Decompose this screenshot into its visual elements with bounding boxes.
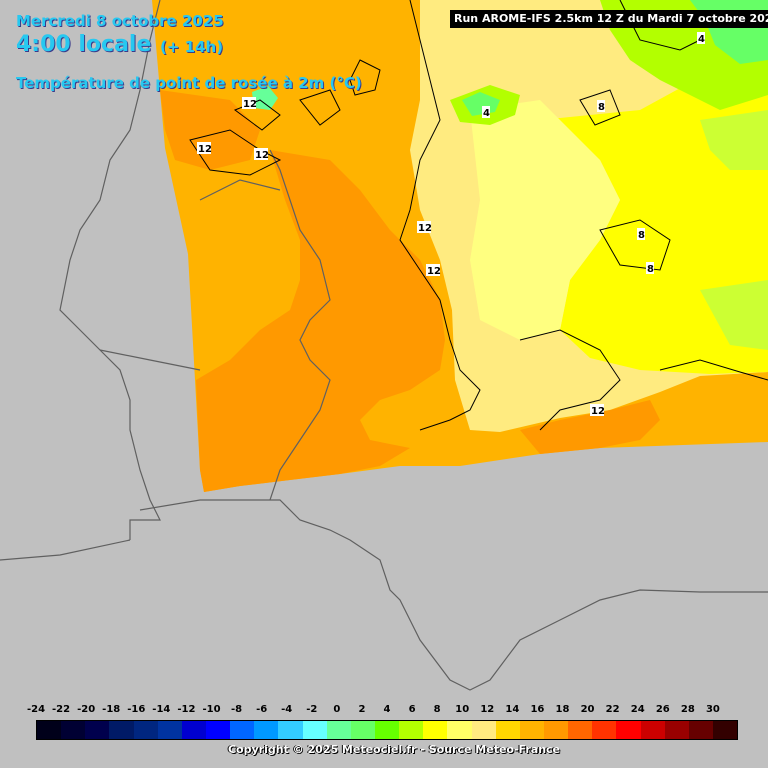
legend-label: 12 [480,704,495,715]
legend-label: 2 [358,704,366,715]
legend-swatch [133,721,158,739]
legend-swatch [254,721,279,739]
legend-label: 22 [605,704,620,715]
legend-label: -14 [152,704,171,715]
legend-swatch [181,721,206,739]
legend-label: -22 [52,704,71,715]
legend-swatch [230,721,255,739]
legend-labels: -24 -22 -20 -18 -16 -14 -12 -10 -8 -6 -4 -2 0 2 4 6 8 10 1… [0,704,768,718]
legend-label: -18 [102,704,121,715]
contour-label: 8 [638,230,645,241]
forecast-local-time: 4:00 locale [16,32,152,57]
legend-swatch [543,721,569,739]
contour-label: 8 [647,264,654,275]
legend-label: 24 [630,704,645,715]
legend-swatch [326,721,351,739]
run-info-banner: Run AROME-IFS 2.5km 12 Z du Mardi 7 octo… [450,10,768,28]
forecast-date: Mercredi 8 octobre 2025 [16,12,224,30]
legend-label: 0 [333,704,341,715]
legend-label: 30 [705,704,720,715]
legend-swatch [85,721,110,739]
legend-swatch [399,721,424,739]
contour-label: 12 [198,144,212,155]
field-green-4 [462,92,500,116]
legend-label: -12 [177,704,196,715]
legend-swatch [519,721,544,739]
legend-label: 10 [455,704,470,715]
legend-swatch [350,721,375,739]
field-green-7 [700,280,768,350]
contour-label: 12 [427,266,441,277]
legend-swatch [495,721,520,739]
legend-swatch [61,721,86,739]
variable-title: Température de point de rosée à 2m (°C) [16,74,362,92]
contour-label: 12 [418,223,432,234]
legend-label: 20 [580,704,595,715]
legend-swatch [109,721,134,739]
legend-swatch [616,721,641,739]
legend-label: 28 [680,704,695,715]
legend-label: -16 [127,704,146,715]
legend-label: 14 [505,704,520,715]
country-borders [0,0,768,691]
contour-label: 4 [483,108,490,119]
legend-label: 6 [408,704,416,715]
legend-label: -6 [256,704,268,715]
legend-swatch [688,721,713,739]
legend-swatch [568,721,593,739]
legend-swatch [157,721,182,739]
contour-label: 4 [698,34,705,45]
contour-label-group: 12 12 12 12 12 12 8 8 8 4 4 [197,32,705,417]
legend-swatch [640,721,665,739]
legend-label: 18 [555,704,570,715]
legend-label: -4 [281,704,293,715]
legend-swatch [423,721,448,739]
contour-label: 8 [598,102,605,113]
color-legend-bar [36,720,738,740]
legend-swatch [471,721,496,739]
copyright-notice: Copyright © 2025 Meteociel.fr - Source M… [227,743,561,756]
legend-label: 4 [383,704,391,715]
legend-label: 26 [655,704,670,715]
field-pale [470,100,620,340]
legend-swatch [278,721,303,739]
legend-label: -20 [77,704,96,715]
forecast-lead-time: (+ 14h) [160,38,224,56]
legend-swatch [374,721,400,739]
legend-label: -8 [231,704,243,715]
legend-label: -24 [26,704,46,715]
legend-swatch [447,721,472,739]
legend-swatch [205,721,231,739]
legend-swatch [712,721,738,739]
field-orange [196,150,445,492]
legend-swatch [592,721,617,739]
legend-label: -2 [306,704,318,715]
legend-label: -10 [202,704,221,715]
legend-label: 16 [530,704,545,715]
contour-label: 12 [243,99,257,110]
legend-swatch [664,721,689,739]
legend-label: 8 [433,704,441,715]
contour-label: 12 [255,150,269,161]
legend-swatch [37,721,62,739]
field-green-6 [700,110,768,170]
contour-label: 12 [591,406,605,417]
field-orange-2 [520,400,660,454]
legend-swatch [302,721,327,739]
field-green-5 [252,86,278,110]
